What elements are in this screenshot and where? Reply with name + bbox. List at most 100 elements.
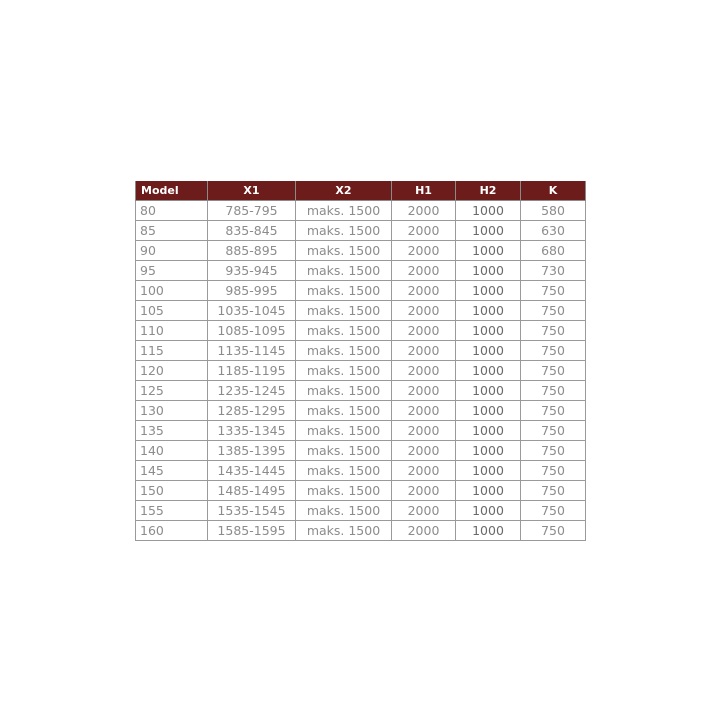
- cell-x1: 1485-1495: [207, 480, 296, 501]
- header-model: Model: [135, 181, 208, 201]
- cell-h2: 1000: [455, 320, 521, 341]
- cell-h1: 2000: [391, 260, 456, 281]
- cell-x1: 1335-1345: [207, 420, 296, 441]
- cell-model: 145: [135, 460, 208, 481]
- cell-model: 120: [135, 360, 208, 381]
- cell-k: 750: [520, 380, 586, 401]
- cell-k: 750: [520, 340, 586, 361]
- table-row: 145 1435-1445 maks. 1500 2000 1000 750: [135, 460, 586, 481]
- table-row: 160 1585-1595 maks. 1500 2000 1000 750: [135, 520, 586, 541]
- cell-model: 85: [135, 220, 208, 241]
- cell-k: 750: [520, 480, 586, 501]
- cell-h1: 2000: [391, 340, 456, 361]
- cell-x2: maks. 1500: [295, 460, 392, 481]
- header-h2: H2: [455, 181, 521, 201]
- table-row: 80 785-795 maks. 1500 2000 1000 580: [135, 200, 586, 221]
- cell-x2: maks. 1500: [295, 380, 392, 401]
- cell-x2: maks. 1500: [295, 500, 392, 521]
- cell-model: 100: [135, 280, 208, 301]
- cell-h1: 2000: [391, 400, 456, 421]
- cell-model: 140: [135, 440, 208, 461]
- cell-x1: 1385-1395: [207, 440, 296, 461]
- table-row: 125 1235-1245 maks. 1500 2000 1000 750: [135, 380, 586, 401]
- cell-x2: maks. 1500: [295, 280, 392, 301]
- header-h1: H1: [391, 181, 456, 201]
- cell-h2: 1000: [455, 520, 521, 541]
- table-row: 140 1385-1395 maks. 1500 2000 1000 750: [135, 440, 586, 461]
- cell-k: 750: [520, 300, 586, 321]
- table-row: 105 1035-1045 maks. 1500 2000 1000 750: [135, 300, 586, 321]
- cell-k: 750: [520, 280, 586, 301]
- cell-x2: maks. 1500: [295, 220, 392, 241]
- cell-model: 90: [135, 240, 208, 261]
- table-row: 95 935-945 maks. 1500 2000 1000 730: [135, 260, 586, 281]
- cell-h1: 2000: [391, 440, 456, 461]
- cell-model: 80: [135, 200, 208, 221]
- table-row: 120 1185-1195 maks. 1500 2000 1000 750: [135, 360, 586, 381]
- cell-k: 750: [520, 320, 586, 341]
- cell-h2: 1000: [455, 220, 521, 241]
- cell-h1: 2000: [391, 280, 456, 301]
- cell-h1: 2000: [391, 320, 456, 341]
- cell-model: 110: [135, 320, 208, 341]
- cell-x2: maks. 1500: [295, 200, 392, 221]
- table-row: 130 1285-1295 maks. 1500 2000 1000 750: [135, 400, 586, 421]
- cell-x1: 1535-1545: [207, 500, 296, 521]
- cell-x2: maks. 1500: [295, 240, 392, 261]
- cell-h2: 1000: [455, 360, 521, 381]
- cell-h2: 1000: [455, 500, 521, 521]
- cell-model: 130: [135, 400, 208, 421]
- cell-x2: maks. 1500: [295, 400, 392, 421]
- table-row: 115 1135-1145 maks. 1500 2000 1000 750: [135, 340, 586, 361]
- cell-k: 750: [520, 420, 586, 441]
- cell-model: 125: [135, 380, 208, 401]
- cell-k: 750: [520, 460, 586, 481]
- cell-h2: 1000: [455, 340, 521, 361]
- table-row: 155 1535-1545 maks. 1500 2000 1000 750: [135, 500, 586, 521]
- cell-h2: 1000: [455, 300, 521, 321]
- cell-x2: maks. 1500: [295, 440, 392, 461]
- cell-h2: 1000: [455, 200, 521, 221]
- cell-h2: 1000: [455, 240, 521, 261]
- table-row: 85 835-845 maks. 1500 2000 1000 630: [135, 220, 586, 241]
- cell-h1: 2000: [391, 420, 456, 441]
- cell-h2: 1000: [455, 260, 521, 281]
- cell-x1: 885-895: [207, 240, 296, 261]
- cell-k: 750: [520, 520, 586, 541]
- table-row: 135 1335-1345 maks. 1500 2000 1000 750: [135, 420, 586, 441]
- cell-x2: maks. 1500: [295, 300, 392, 321]
- cell-model: 115: [135, 340, 208, 361]
- table-row: 150 1485-1495 maks. 1500 2000 1000 750: [135, 480, 586, 501]
- cell-model: 150: [135, 480, 208, 501]
- cell-k: 680: [520, 240, 586, 261]
- cell-h2: 1000: [455, 440, 521, 461]
- cell-x1: 985-995: [207, 280, 296, 301]
- dimensions-table: Model X1 X2 H1 H2 K 80 785-795 maks. 1500 2…: [135, 181, 586, 541]
- cell-x1: 835-845: [207, 220, 296, 241]
- cell-x1: 1185-1195: [207, 360, 296, 381]
- cell-x1: 1035-1045: [207, 300, 296, 321]
- cell-model: 105: [135, 300, 208, 321]
- cell-h2: 1000: [455, 420, 521, 441]
- table-row: 90 885-895 maks. 1500 2000 1000 680: [135, 240, 586, 261]
- cell-h2: 1000: [455, 380, 521, 401]
- cell-x1: 1585-1595: [207, 520, 296, 541]
- cell-x2: maks. 1500: [295, 520, 392, 541]
- table-row: 110 1085-1095 maks. 1500 2000 1000 750: [135, 320, 586, 341]
- cell-h2: 1000: [455, 280, 521, 301]
- cell-x2: maks. 1500: [295, 340, 392, 361]
- cell-h2: 1000: [455, 400, 521, 421]
- cell-k: 750: [520, 440, 586, 461]
- cell-x1: 785-795: [207, 200, 296, 221]
- cell-h1: 2000: [391, 220, 456, 241]
- cell-h1: 2000: [391, 480, 456, 501]
- cell-h1: 2000: [391, 460, 456, 481]
- cell-h1: 2000: [391, 360, 456, 381]
- cell-h1: 2000: [391, 300, 456, 321]
- cell-x2: maks. 1500: [295, 320, 392, 341]
- cell-model: 160: [135, 520, 208, 541]
- table-body: 80 785-795 maks. 1500 2000 1000 580 85 835-845 m…: [135, 200, 586, 541]
- cell-model: 95: [135, 260, 208, 281]
- cell-x2: maks. 1500: [295, 420, 392, 441]
- cell-k: 750: [520, 500, 586, 521]
